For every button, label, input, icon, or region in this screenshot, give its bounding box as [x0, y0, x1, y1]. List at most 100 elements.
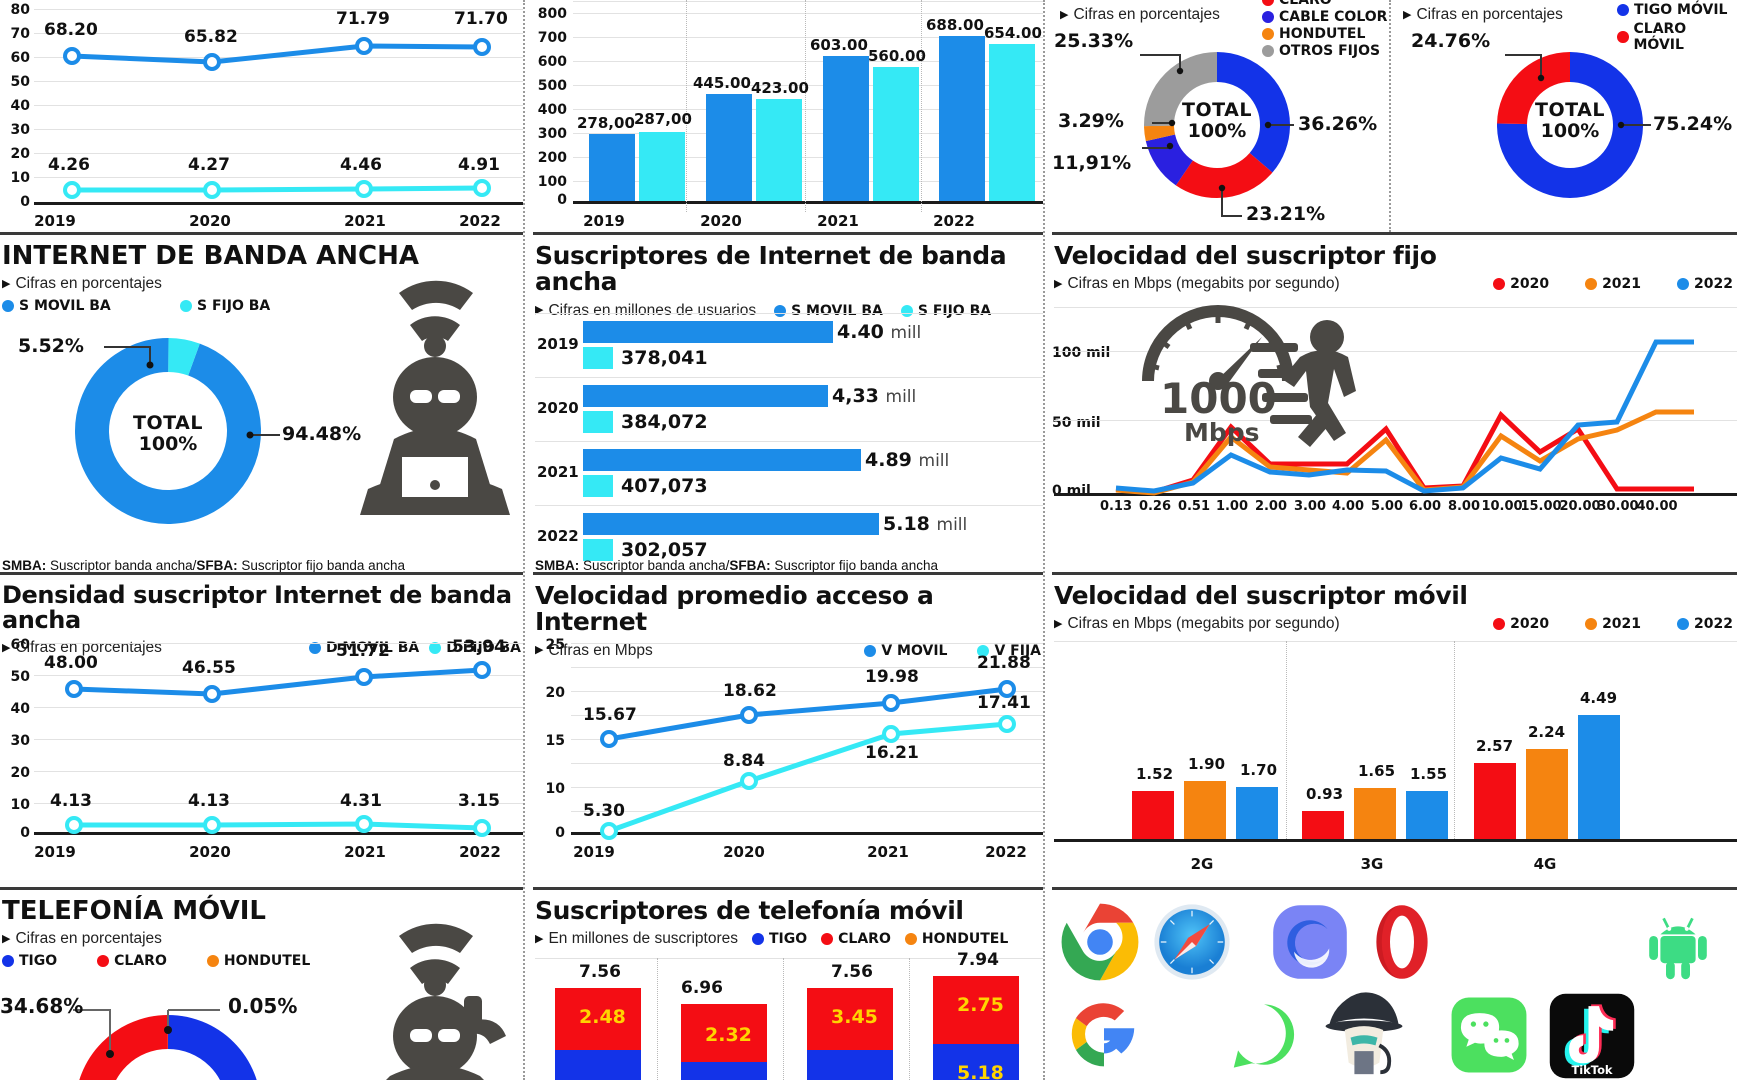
- plot-area: 15.67 18.62 19.98 21.88 5.30 8.84 16.21 …: [571, 641, 1043, 841]
- hbar-value: 4.40 mill: [837, 321, 922, 343]
- xtick: 6.00: [1408, 499, 1442, 514]
- hbar-year: 2019: [537, 335, 579, 353]
- xtick: 2022: [459, 212, 501, 230]
- hbar-year: 2021: [537, 463, 579, 481]
- legend-label: OTROS FIJOS: [1279, 43, 1381, 59]
- data-label: 4.13: [188, 791, 230, 811]
- ytick: 10: [10, 170, 30, 186]
- legend-donut-fijos: CLARO CABLE COLOR HONDUTEL OTROS FIJOS: [1262, 0, 1387, 59]
- legend-color-v-movil: [864, 644, 877, 657]
- data-label: 71.79: [336, 9, 390, 29]
- xtick: 2021: [867, 843, 909, 861]
- ytick: 50 mil: [1052, 415, 1101, 431]
- samsung-internet-icon[interactable]: [1270, 902, 1350, 982]
- incognito-icon[interactable]: [1316, 982, 1412, 1078]
- legend-color-claro: [97, 955, 110, 968]
- legend-color-2021: [1585, 618, 1598, 631]
- xtick: 3.00: [1293, 499, 1327, 514]
- chrome-icon[interactable]: [1060, 902, 1140, 982]
- data-label: 4.46: [340, 155, 382, 175]
- legend-label: HONDUTEL: [223, 953, 311, 970]
- safari-icon[interactable]: [1152, 902, 1232, 982]
- stack-label-claro: 3.45: [831, 1006, 878, 1028]
- bar: [639, 132, 685, 201]
- xtick: 0.26: [1138, 499, 1172, 514]
- ytick: 800: [537, 6, 567, 22]
- xtick: 15.00: [1520, 499, 1562, 514]
- legend-color-otros-fijos: [1262, 45, 1274, 57]
- data-label: 603.00: [810, 36, 868, 54]
- legend-label: CLARO: [114, 953, 167, 970]
- hbar-value: 4.89 mill: [865, 449, 950, 471]
- slice-label-hondutel: 0.05%: [228, 994, 298, 1018]
- plot-area: 7.56 2.48 6.96 2.32 7.56 3.45 7.94 2.75 …: [535, 950, 1043, 1080]
- xtick: 2019: [583, 212, 625, 230]
- ytick: 20: [545, 685, 565, 701]
- tiktok-icon[interactable]: TikTok: [1548, 992, 1636, 1080]
- bar-claro: [807, 988, 893, 1050]
- ytick: 25: [545, 637, 565, 653]
- hbar: [583, 539, 613, 561]
- data-label: 1.52: [1136, 765, 1174, 783]
- ytick: 10: [545, 781, 565, 797]
- legend-color-hondutel: [1262, 28, 1274, 40]
- legend-color-claro-movil: [1617, 31, 1629, 43]
- legend-color-s-movil-ba: [2, 300, 14, 313]
- xtick: 5.00: [1370, 499, 1404, 514]
- legend-banda-ancha: S MOVIL BA S FIJO BA: [2, 298, 523, 314]
- legend-color-tigo-movil: [1617, 4, 1629, 16]
- whatsapp-icon[interactable]: [1228, 1000, 1300, 1072]
- opera-icon[interactable]: [1362, 902, 1442, 982]
- xtick: 20.00: [1559, 499, 1601, 514]
- bar-claro: [681, 1004, 767, 1062]
- panel-brand-icons: TikTok: [1052, 887, 1737, 1080]
- legend-label: S FIJO BA: [197, 298, 271, 315]
- ytick: 600: [537, 54, 567, 70]
- bar-tigo: [555, 1050, 641, 1080]
- xtick: 30.00: [1597, 499, 1639, 514]
- legend-label: D FIJO BA: [446, 640, 521, 657]
- ytick: 0: [20, 194, 30, 210]
- legend-color-d-movil-ba: [308, 642, 321, 655]
- triangle-icon: ▶: [535, 932, 544, 945]
- bar: [1406, 791, 1448, 839]
- page-title-velocidad-fijo: Velocidad del suscriptor fijo: [1054, 241, 1437, 270]
- xtick: 2021: [344, 212, 386, 230]
- panel-internet-banda-ancha: INTERNET DE BANDA ANCHA ▶ Cifras en porc…: [0, 232, 523, 573]
- legend-label: V MOVIL: [881, 642, 948, 659]
- bar: [1474, 763, 1516, 839]
- xtick-row: 0.13 0.26 0.51 1.00 2.00 3.00 4.00 5.00 …: [1054, 499, 1737, 519]
- bar-claro: [933, 976, 1019, 1044]
- android-icon[interactable]: [1638, 904, 1718, 984]
- xtick: 2021: [344, 843, 386, 861]
- ytick: 10: [10, 797, 30, 813]
- page-title-internet-banda-ancha: INTERNET DE BANDA ANCHA: [2, 241, 419, 271]
- data-label: 4.91: [458, 155, 500, 175]
- data-label: 278,00: [577, 114, 635, 132]
- page-title-velocidad-movil: Velocidad del suscriptor móvil: [1054, 581, 1468, 610]
- legend-label: CLARO: [1279, 0, 1332, 8]
- page-title-velocidad-promedio: Velocidad promedio acceso a Internet: [535, 581, 934, 637]
- page-title-suscriptores-movil: Suscriptores de telefonía móvil: [535, 896, 964, 925]
- triangle-icon: ▶: [1054, 277, 1063, 290]
- google-icon[interactable]: [1068, 998, 1140, 1070]
- xtick: 2022: [933, 212, 975, 230]
- data-label: 46.55: [182, 658, 236, 678]
- donut-center-total: TOTAL 100%: [1535, 99, 1605, 143]
- legend-densidad: D MOVIL BA D FIJO BA: [308, 640, 521, 657]
- wechat-icon[interactable]: [1450, 996, 1528, 1074]
- plot-area: 48.00 46.55 51.72 53.94 4.13 4.13 4.31 3…: [34, 637, 523, 841]
- ytick: 100 mil: [1052, 345, 1111, 361]
- hbar: [583, 321, 833, 343]
- legend-color-2022: [1677, 278, 1690, 291]
- hbar-value: 302,057: [621, 539, 708, 561]
- ytick: 100: [537, 174, 567, 190]
- hbar-year: 2022: [537, 527, 579, 545]
- page-title-telefonia-movil: TELEFONÍA MÓVIL: [2, 896, 266, 926]
- data-label: 4.31: [340, 791, 382, 811]
- data-label: 3.15: [458, 791, 500, 811]
- data-label: 5.30: [583, 801, 625, 821]
- bar: [823, 56, 869, 201]
- triangle-icon: ▶: [2, 932, 11, 945]
- data-label: 71.70: [454, 9, 508, 29]
